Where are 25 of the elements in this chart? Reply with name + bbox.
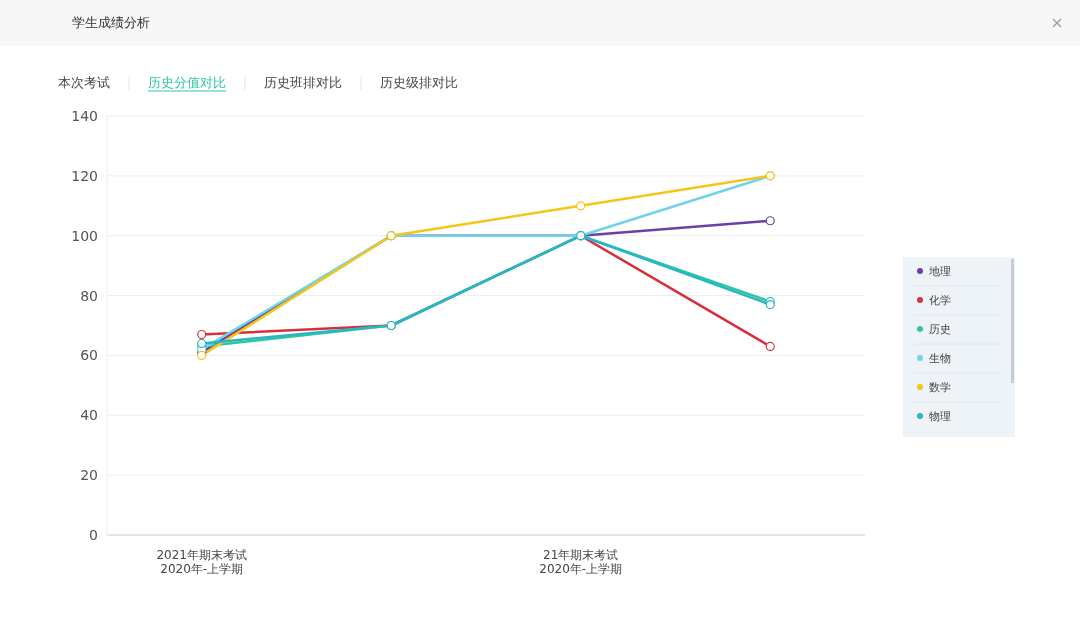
y-tick-label: 120 bbox=[71, 167, 98, 184]
text: 本次考试 bbox=[58, 75, 110, 90]
legend-label: 地理 bbox=[928, 265, 951, 278]
point bbox=[197, 329, 207, 340]
text: 历史分值对比 bbox=[148, 75, 226, 90]
point bbox=[765, 216, 775, 226]
legend-label: 物理 bbox=[929, 410, 951, 423]
text: 历史班排对比 bbox=[264, 75, 342, 90]
legend-label: 历史 bbox=[929, 323, 951, 336]
y-tick-label: 40 bbox=[80, 407, 98, 424]
y-tick-label: 20 bbox=[80, 467, 98, 484]
point bbox=[765, 341, 775, 352]
x-tick-label: 21年期末考试 2020年-上学期 bbox=[539, 548, 623, 576]
y-tick-label: 80 bbox=[80, 287, 98, 304]
legend-label: 数学 bbox=[929, 381, 951, 394]
point bbox=[576, 201, 586, 211]
legend-label: 生物 bbox=[929, 352, 951, 365]
x-tick-label: 2021年期末考试 2020年-上学期 bbox=[156, 548, 248, 576]
y-tick-label: 140 bbox=[71, 108, 98, 124]
legend-label: 化学 bbox=[929, 294, 951, 307]
chart-title: 学生成绩分析 bbox=[72, 15, 150, 30]
text: 历史级排对比 bbox=[380, 75, 458, 90]
y-tick-label: 100 bbox=[71, 227, 98, 244]
y-tick-label: 60 bbox=[80, 347, 98, 364]
y-tick-label: 0 bbox=[89, 527, 98, 543]
